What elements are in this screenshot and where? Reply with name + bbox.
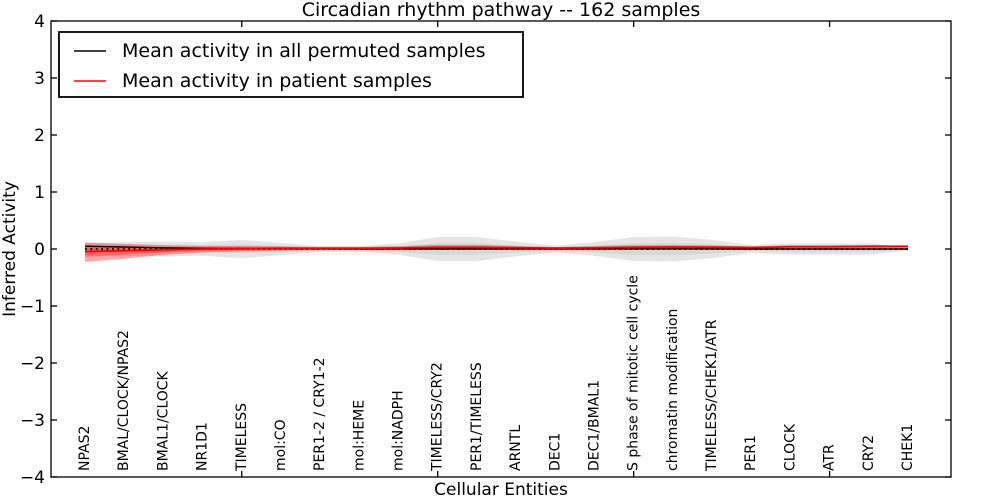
y-tick-label: 2: [34, 126, 45, 146]
x-category-label: mol:HEME: [351, 400, 367, 471]
x-category-label: TIMELESS/CHEK1/ATR: [704, 319, 720, 472]
x-category-label: DEC1/BMAL1: [586, 380, 602, 471]
y-tick-label: 1: [34, 183, 45, 203]
x-category-label: chromatin modification: [665, 309, 681, 471]
x-category-label: mol:NADPH: [391, 390, 407, 471]
y-axis-label: Inferred Activity: [0, 181, 20, 317]
x-axis-label: Cellular Entities: [434, 480, 568, 500]
x-category-label: TIMELESS: [234, 403, 250, 472]
y-tick-label: 3: [34, 69, 45, 89]
legend-permuted-label: Mean activity in all permuted samples: [122, 40, 485, 62]
x-category-label: CHEK1: [900, 424, 916, 471]
x-category-label: NR1D1: [195, 422, 211, 471]
x-category-label: BMAL/CLOCK/NPAS2: [116, 330, 132, 471]
x-category-label: PER1-2 / CRY1-2: [312, 357, 328, 471]
legend: Mean activity in all permuted samples Me…: [58, 31, 524, 98]
x-category-labels: NPAS2 BMAL/CLOCK/NPAS2 BMAL1/CLOCK NR1D1 TIM…: [77, 275, 916, 472]
x-category-label: ARNTL: [508, 425, 524, 471]
x-category-label: NPAS2: [77, 426, 93, 471]
y-tick-label: −1: [20, 297, 45, 317]
y-tick-label: −4: [20, 468, 45, 488]
y-tick-label: −3: [20, 411, 45, 431]
x-category-label: TIMELESS/CRY2: [430, 362, 446, 472]
axis-ticks: [51, 20, 951, 478]
y-tick-label: 4: [34, 12, 45, 32]
x-category-label: CRY2: [861, 435, 877, 471]
y-tick-label: 0: [34, 240, 45, 260]
chart-title: Circadian rhythm pathway -- 162 samples: [302, 0, 701, 21]
x-category-label: ATR: [822, 444, 838, 471]
x-category-label: mol:CO: [273, 419, 289, 471]
x-category-label: CLOCK: [782, 423, 798, 471]
series-lines: [84, 245, 908, 253]
legend-box: [58, 31, 524, 98]
y-tick-labels: 4 3 2 1 0 −1 −2 −3 −4: [20, 12, 45, 488]
patient-mean-line: [84, 245, 908, 253]
x-category-label: PER1: [743, 435, 759, 471]
legend-patient-label: Mean activity in patient samples: [122, 70, 432, 92]
x-category-label: BMAL1/CLOCK: [155, 370, 171, 471]
x-category-label: DEC1: [547, 433, 563, 471]
x-category-label: PER1/TIMELESS: [469, 362, 485, 471]
y-tick-label: −2: [20, 354, 45, 374]
x-category-label: S phase of mitotic cell cycle: [626, 275, 642, 471]
